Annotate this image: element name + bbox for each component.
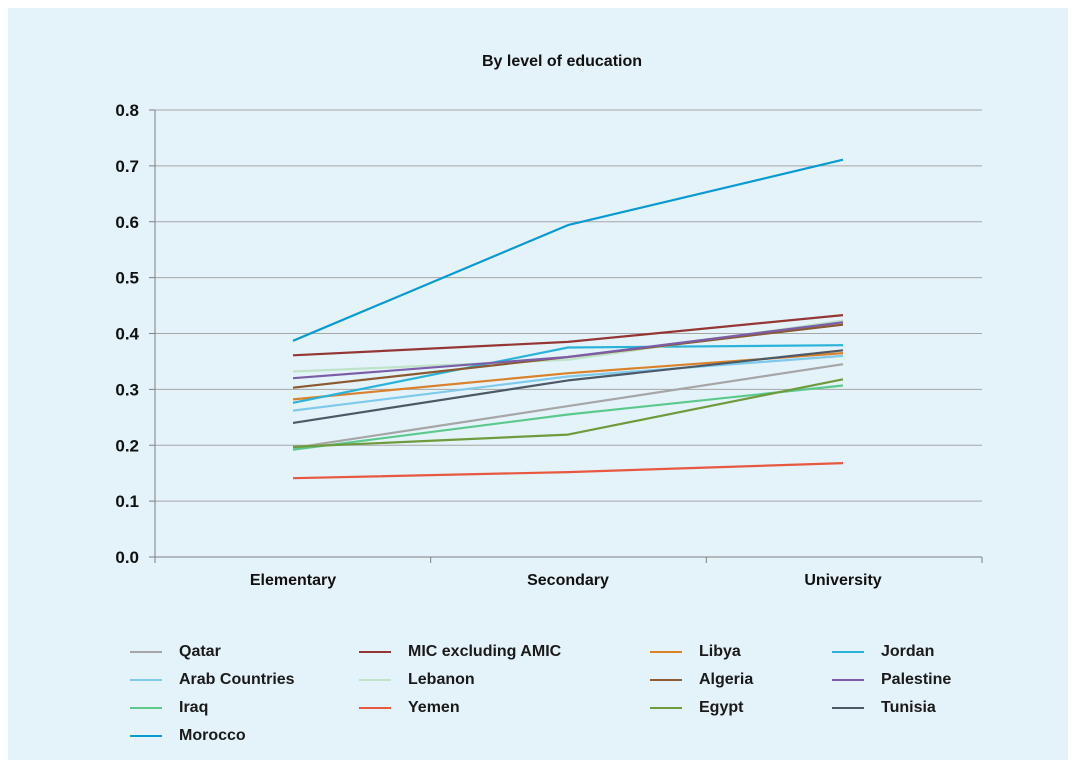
series-line-morocco: [292, 158, 844, 342]
y-tick-label: 0.1: [115, 492, 139, 511]
series-line-jordan: [292, 344, 844, 404]
gridlines: [155, 109, 982, 502]
series-line-palestine: [292, 321, 844, 380]
x-tick-label: Secondary: [527, 572, 609, 589]
series-line-qatar: [292, 363, 844, 450]
series-line-egypt: [292, 378, 844, 448]
y-tick-label: 0.3: [115, 380, 139, 399]
y-tick-label: 0.4: [115, 325, 139, 344]
x-tick-label: University: [804, 572, 881, 589]
y-tick-label: 0.0: [115, 548, 139, 567]
axes: 0.0 0.1 0.2 0.3 0.4 0.5 0.6 0.7 0.8 Elementary Sec…: [115, 101, 983, 589]
y-tick-label: 0.8: [115, 101, 139, 120]
y-tick-label: 0.5: [115, 269, 139, 288]
y-tick-label: 0.7: [115, 157, 139, 176]
series-line-iraq: [292, 384, 844, 451]
series-line-mic-excluding-amic: [292, 314, 844, 357]
series-lines: [292, 158, 844, 480]
x-tick-label: Elementary: [250, 572, 336, 589]
series-line-tunisia: [292, 349, 844, 424]
y-tick-label: 0.2: [115, 436, 139, 455]
series-line-arab-countries: [292, 354, 844, 412]
chart-title: By level of education: [482, 53, 642, 70]
series-line-yemen: [292, 462, 844, 480]
y-tick-label: 0.6: [115, 213, 139, 232]
